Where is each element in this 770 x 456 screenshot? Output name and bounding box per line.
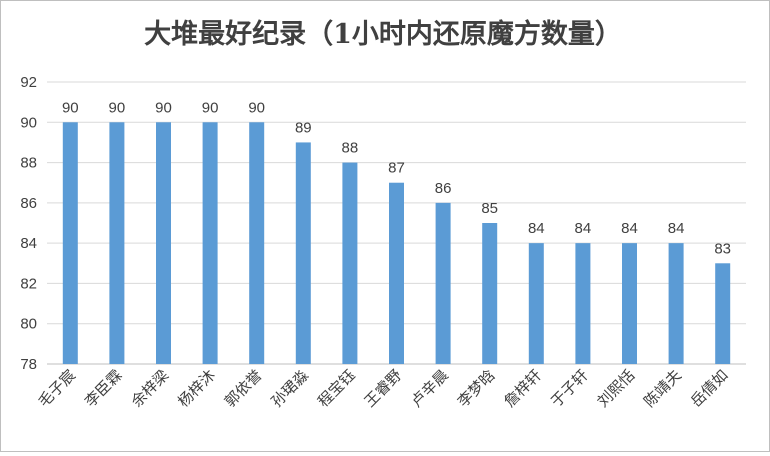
y-tick-label: 80 <box>20 316 37 333</box>
x-tick-label: 杨梓沐 <box>174 366 219 411</box>
data-label: 90 <box>62 99 79 116</box>
bar <box>249 122 265 365</box>
bars <box>62 122 731 365</box>
bar <box>156 122 171 365</box>
y-tick-label: 84 <box>20 235 37 252</box>
y-tick-label: 92 <box>20 74 37 91</box>
y-axis: 78 80 82 84 86 88 90 92 <box>20 74 37 373</box>
data-label: 90 <box>155 99 172 116</box>
y-tick-label: 86 <box>20 195 37 212</box>
x-tick-label: 余梓梁 <box>128 366 173 411</box>
bar <box>62 122 78 365</box>
bar <box>622 243 637 364</box>
x-tick-label: 卢辛晨 <box>407 366 452 411</box>
data-label: 83 <box>714 240 731 257</box>
bar <box>435 202 451 364</box>
bar <box>482 223 498 364</box>
chart-title: 大堆最好纪录（1小时内还原魔方数量） <box>144 18 622 50</box>
bar <box>342 162 358 364</box>
x-tick-label: 刘熙恬 <box>594 366 639 411</box>
data-label: 84 <box>528 220 545 237</box>
data-label: 89 <box>295 119 312 136</box>
bar <box>528 243 544 364</box>
data-label: 87 <box>388 160 405 177</box>
x-tick-label: 孙珺淼 <box>268 366 313 411</box>
x-tick-label: 于子轩 <box>547 366 592 411</box>
y-tick-label: 88 <box>20 155 37 172</box>
data-label: 88 <box>342 140 359 157</box>
data-labels: 90 90 90 90 90 89 88 87 86 85 84 84 84 84 83 <box>62 99 731 257</box>
x-axis: 毛子宸 李臣霖 余梓梁 杨梓沐 郭依誉 孙珺淼 程宝钰 王睿野 卢辛晨 李梦晗 詹梓轩 于子轩 刘熙恬陈… <box>35 366 732 411</box>
y-tick-label: 82 <box>20 275 37 292</box>
bar <box>575 243 591 364</box>
x-tick-label: 郭依誉 <box>221 366 266 411</box>
x-tick-label: 李臣霖 <box>81 366 126 411</box>
data-label: 90 <box>202 99 219 116</box>
data-label: 90 <box>109 99 126 116</box>
data-label: 84 <box>621 220 638 237</box>
y-tick-label: 90 <box>20 114 37 131</box>
y-tick-label: 78 <box>20 356 37 373</box>
bar <box>202 122 218 365</box>
x-tick-label: 陈靖夫 <box>640 366 685 411</box>
x-tick-label: 王睿野 <box>361 366 406 411</box>
x-tick-label: 程宝钰 <box>314 366 359 411</box>
bar <box>715 263 731 364</box>
x-tick-label: 詹梓轩 <box>501 366 546 411</box>
data-label: 90 <box>248 99 265 116</box>
x-tick-label: 毛子宸 <box>35 366 80 411</box>
bar <box>109 122 125 365</box>
bar <box>389 182 404 364</box>
x-tick-label: 岳倩如 <box>687 366 732 411</box>
bar <box>295 142 311 364</box>
data-label: 86 <box>435 180 452 197</box>
data-label: 84 <box>575 220 592 237</box>
x-tick-label: 李梦晗 <box>454 366 499 411</box>
data-label: 84 <box>668 220 685 237</box>
bar <box>668 243 684 364</box>
data-label: 85 <box>481 200 498 217</box>
